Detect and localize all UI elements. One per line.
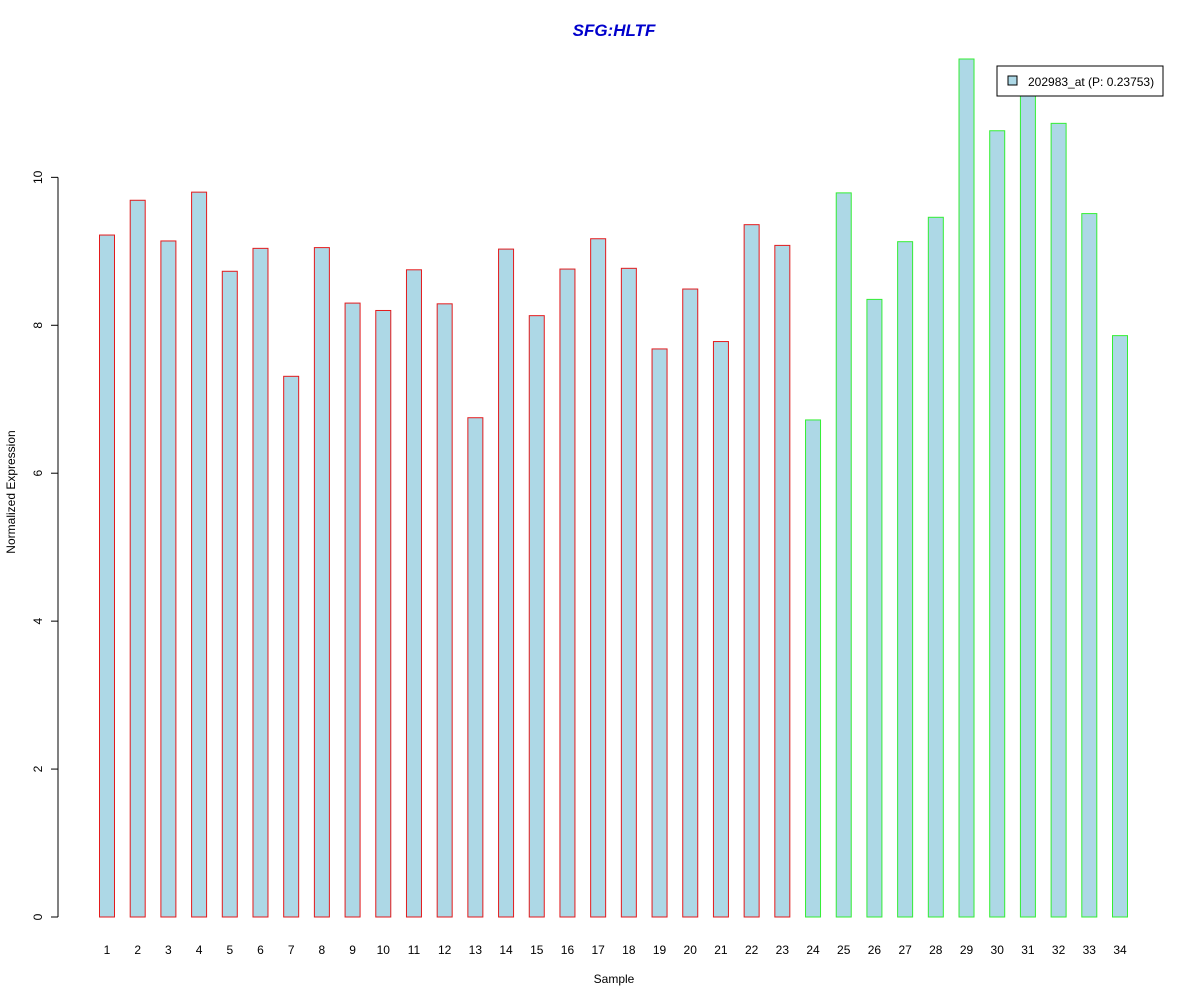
x-tick-label: 5: [226, 943, 233, 957]
legend-box: [996, 65, 1164, 97]
bar-sample-5: [221, 270, 238, 918]
x-tick-label: 26: [868, 943, 882, 957]
bar-sample-15: [528, 315, 545, 918]
bar-sample-19: [651, 348, 668, 918]
bar-sample-27: [897, 241, 914, 918]
bar-sample-7: [283, 375, 300, 918]
legend: 202983_at (P: 0.23753): [996, 65, 1164, 97]
bar-sample-4: [191, 191, 208, 918]
bar-sample-16: [559, 268, 576, 918]
bar-sample-30: [989, 130, 1006, 918]
bar-sample-34: [1112, 335, 1128, 918]
bar-sample-17: [590, 238, 607, 918]
x-tick-label: 28: [929, 943, 943, 957]
bar-sample-22: [743, 224, 760, 918]
x-tick-label: 4: [196, 943, 203, 957]
x-tick-label: 8: [319, 943, 326, 957]
y-tick-label: 2: [31, 765, 45, 772]
x-tick-label: 23: [776, 943, 790, 957]
bars-group: [99, 58, 1128, 918]
x-tick-label: 25: [837, 943, 851, 957]
chart-title: SFG:HLTF: [573, 21, 656, 40]
x-tick-label: 24: [806, 943, 820, 957]
bar-sample-2: [129, 199, 146, 918]
y-tick-label: 10: [31, 170, 45, 184]
x-tick-label: 10: [377, 943, 391, 957]
x-tick-label: 13: [469, 943, 483, 957]
x-tick-label: 34: [1113, 943, 1127, 957]
bar-sample-8: [313, 247, 330, 918]
bar-sample-33: [1081, 213, 1098, 918]
x-tick-label: 9: [349, 943, 356, 957]
bar-sample-31: [1019, 93, 1036, 918]
y-axis-title: Normalized Expression: [4, 430, 18, 553]
bar-sample-9: [344, 302, 361, 918]
bar-sample-25: [835, 192, 852, 918]
bar-sample-12: [436, 303, 453, 918]
x-tick-label: 20: [684, 943, 698, 957]
bar-sample-26: [866, 298, 883, 918]
legend-swatch: [1007, 75, 1018, 86]
x-tick-label: 15: [530, 943, 544, 957]
bar-sample-32: [1050, 122, 1067, 918]
bar-sample-3: [160, 240, 177, 918]
bar-sample-29: [958, 58, 975, 918]
x-tick-label: 29: [960, 943, 974, 957]
y-tick-label: 6: [31, 470, 45, 477]
x-tick-label: 30: [991, 943, 1005, 957]
x-tick-label: 22: [745, 943, 759, 957]
bar-sample-11: [405, 269, 422, 918]
bar-sample-14: [498, 248, 515, 918]
bar-sample-28: [927, 216, 944, 918]
x-tick-label: 12: [438, 943, 452, 957]
y-tick-label: 4: [31, 617, 45, 624]
x-tick-label: 7: [288, 943, 295, 957]
x-tick-label: 3: [165, 943, 172, 957]
bar-sample-24: [805, 419, 822, 918]
x-tick-label: 33: [1083, 943, 1097, 957]
bar-sample-20: [682, 288, 699, 918]
bar-sample-10: [375, 309, 392, 918]
y-tick-label: 8: [31, 322, 45, 329]
bar-sample-23: [774, 244, 791, 918]
x-tick-label: 11: [408, 943, 421, 957]
x-tick-label: 6: [257, 943, 264, 957]
bar-sample-13: [467, 417, 484, 918]
x-axis-tick-labels: 1 2 3 4 5 6 7 8 9 10 11 12 13 14 15 16 17 18 19 20 21 22 23 24 2…: [104, 943, 1127, 957]
bar-sample-1: [99, 234, 115, 918]
x-axis-title: Sample: [594, 972, 635, 986]
bar-sample-21: [712, 341, 729, 918]
x-tick-label: 16: [561, 943, 575, 957]
x-tick-label: 1: [104, 943, 111, 957]
y-axis: 0 2 4 6 8 10: [31, 170, 59, 920]
bar-sample-18: [620, 267, 637, 918]
bar-sample-6: [252, 247, 269, 918]
x-tick-label: 18: [622, 943, 636, 957]
x-tick-label: 2: [134, 943, 141, 957]
y-tick-label: 0: [31, 913, 45, 920]
x-tick-label: 27: [898, 943, 912, 957]
x-tick-label: 32: [1052, 943, 1066, 957]
x-tick-label: 17: [591, 943, 605, 957]
legend-label: 202983_at (P: 0.23753): [1028, 75, 1154, 89]
x-tick-label: 19: [653, 943, 667, 957]
x-tick-label: 31: [1021, 943, 1035, 957]
x-tick-label: 21: [714, 943, 728, 957]
x-tick-label: 14: [499, 943, 513, 957]
